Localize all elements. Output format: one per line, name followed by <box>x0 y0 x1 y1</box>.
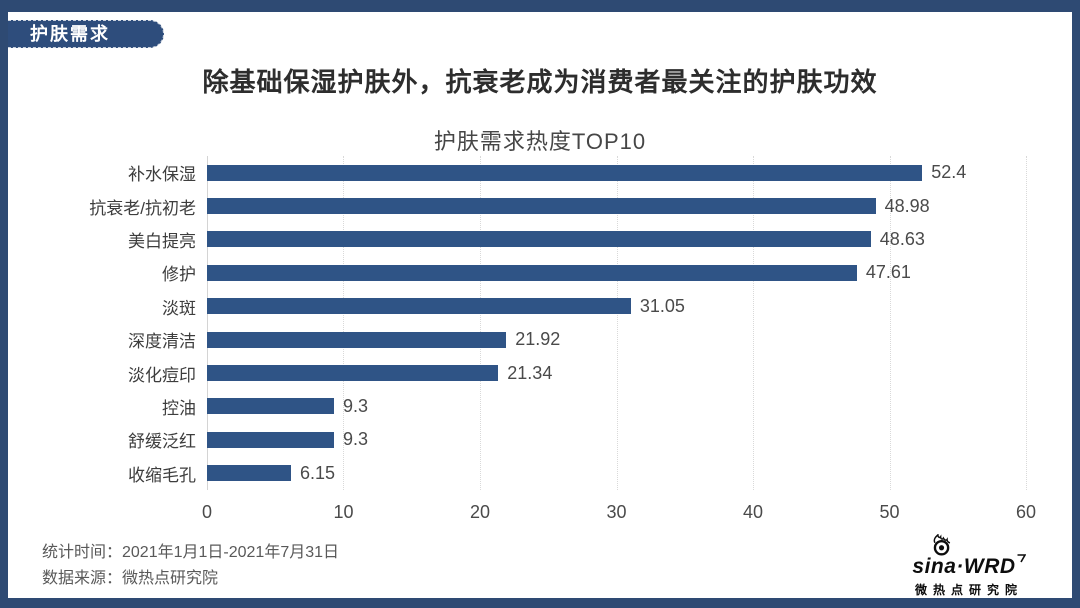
footer: 统计时间：2021年1月1日-2021年7月31日 数据来源：微热点研究院 <box>42 540 339 592</box>
bar <box>207 298 631 315</box>
bar-track: 47.61 <box>207 256 1026 289</box>
bar-row: 修护 47.61 <box>60 256 1026 289</box>
bar-track: 6.15 <box>207 457 1026 490</box>
value-label: 6.15 <box>299 462 335 483</box>
category-label: 补水保湿 <box>128 165 196 185</box>
x-tick-label: 10 <box>333 502 354 522</box>
bar-row: 补水保湿 52.4 <box>60 156 1026 189</box>
frame-top-bar <box>0 0 1080 12</box>
category-label: 收缩毛孔 <box>128 465 196 485</box>
gridline <box>1026 156 1027 490</box>
frame-bottom-bar <box>0 598 1080 608</box>
bar-track: 52.4 <box>207 156 1026 189</box>
plot-area <box>207 156 1027 490</box>
value-label: 48.98 <box>884 195 930 216</box>
value-label: 47.61 <box>865 262 911 283</box>
gridline <box>207 156 208 490</box>
x-tick-label: 20 <box>469 502 490 522</box>
section-badge: 护肤需求 <box>8 20 164 48</box>
x-tick-label: 50 <box>879 502 900 522</box>
bar <box>207 365 499 382</box>
sina-wrd-logo: sina·WRD 微热点研究院 <box>894 534 1044 598</box>
bar-row: 控油 9.3 <box>60 390 1026 423</box>
bar <box>207 164 923 181</box>
category-label: 抗衰老/抗初老 <box>89 198 196 218</box>
logo-brand-name: sina·WRD <box>912 555 1016 578</box>
bar-track: 48.98 <box>207 189 1026 222</box>
page-title: 除基础保湿护肤外，抗衰老成为消费者最关注的护肤功效 <box>202 67 878 97</box>
bar <box>207 264 857 281</box>
category-label: 控油 <box>162 398 196 418</box>
gridline <box>616 156 618 490</box>
stat-time-text: 统计时间：2021年1月1日-2021年7月31日 <box>42 544 340 561</box>
bar-row: 美白提亮 48.63 <box>60 223 1026 256</box>
category-label: 淡化痘印 <box>128 365 196 385</box>
value-label: 31.05 <box>639 295 685 316</box>
bar-track: 21.92 <box>207 323 1026 356</box>
bar-chart: 补水保湿 52.4 抗衰老/抗初老 48.98 美白提亮 48.63 修护 47.61 淡斑 31… <box>60 156 1036 526</box>
bar-track: 9.3 <box>207 390 1026 423</box>
x-tick-label: 0 <box>201 502 213 522</box>
bar <box>207 331 507 348</box>
x-tick-label: 30 <box>606 502 627 522</box>
category-label: 深度清洁 <box>128 332 196 352</box>
x-tick-label: 40 <box>742 502 763 522</box>
bar-row: 深度清洁 21.92 <box>60 323 1026 356</box>
category-label: 美白提亮 <box>128 231 196 251</box>
bar <box>207 431 334 448</box>
logo-trademark-icon <box>1017 554 1026 563</box>
value-label: 21.34 <box>507 362 553 383</box>
logo-subtitle: 微热点研究院 <box>914 583 1023 597</box>
bar-rows: 补水保湿 52.4 抗衰老/抗初老 48.98 美白提亮 48.63 修护 47.61 淡斑 31… <box>60 156 1026 490</box>
bar-row: 收缩毛孔 6.15 <box>60 457 1026 490</box>
frame-left-bar <box>0 0 8 608</box>
value-label: 48.63 <box>879 228 925 249</box>
gridline <box>479 156 481 490</box>
bar-track: 9.3 <box>207 423 1026 456</box>
frame-right-bar <box>1072 0 1080 608</box>
x-axis: 0 10 20 30 40 50 60 <box>202 502 1036 526</box>
gridline <box>343 156 345 490</box>
category-label: 淡斑 <box>162 298 196 318</box>
bar-row: 淡斑 31.05 <box>60 290 1026 323</box>
bar-row: 抗衰老/抗初老 48.98 <box>60 189 1026 222</box>
logo-brand-text: sina·WRD <box>894 554 1044 579</box>
chart-title: 护肤需求热度TOP10 <box>433 129 647 154</box>
bar-track: 21.34 <box>207 356 1026 389</box>
sina-eye-icon <box>933 534 951 556</box>
gridline <box>752 156 754 490</box>
bar-track: 31.05 <box>207 290 1026 323</box>
bar-row: 舒缓泛红 9.3 <box>60 423 1026 456</box>
category-label: 舒缓泛红 <box>128 432 196 452</box>
gridline <box>889 156 891 490</box>
bar <box>207 198 876 215</box>
bar <box>207 398 334 415</box>
category-label: 修护 <box>162 265 196 285</box>
x-tick-label: 60 <box>1015 502 1037 522</box>
value-label: 9.3 <box>342 395 368 416</box>
value-label: 9.3 <box>342 429 368 450</box>
bar <box>207 465 291 482</box>
bar-track: 48.63 <box>207 223 1026 256</box>
data-source-text: 数据来源：微热点研究院 <box>42 570 219 587</box>
bar-row: 淡化痘印 21.34 <box>60 356 1026 389</box>
value-label: 52.4 <box>931 162 967 183</box>
value-label: 21.92 <box>515 329 561 350</box>
bar <box>207 231 871 248</box>
